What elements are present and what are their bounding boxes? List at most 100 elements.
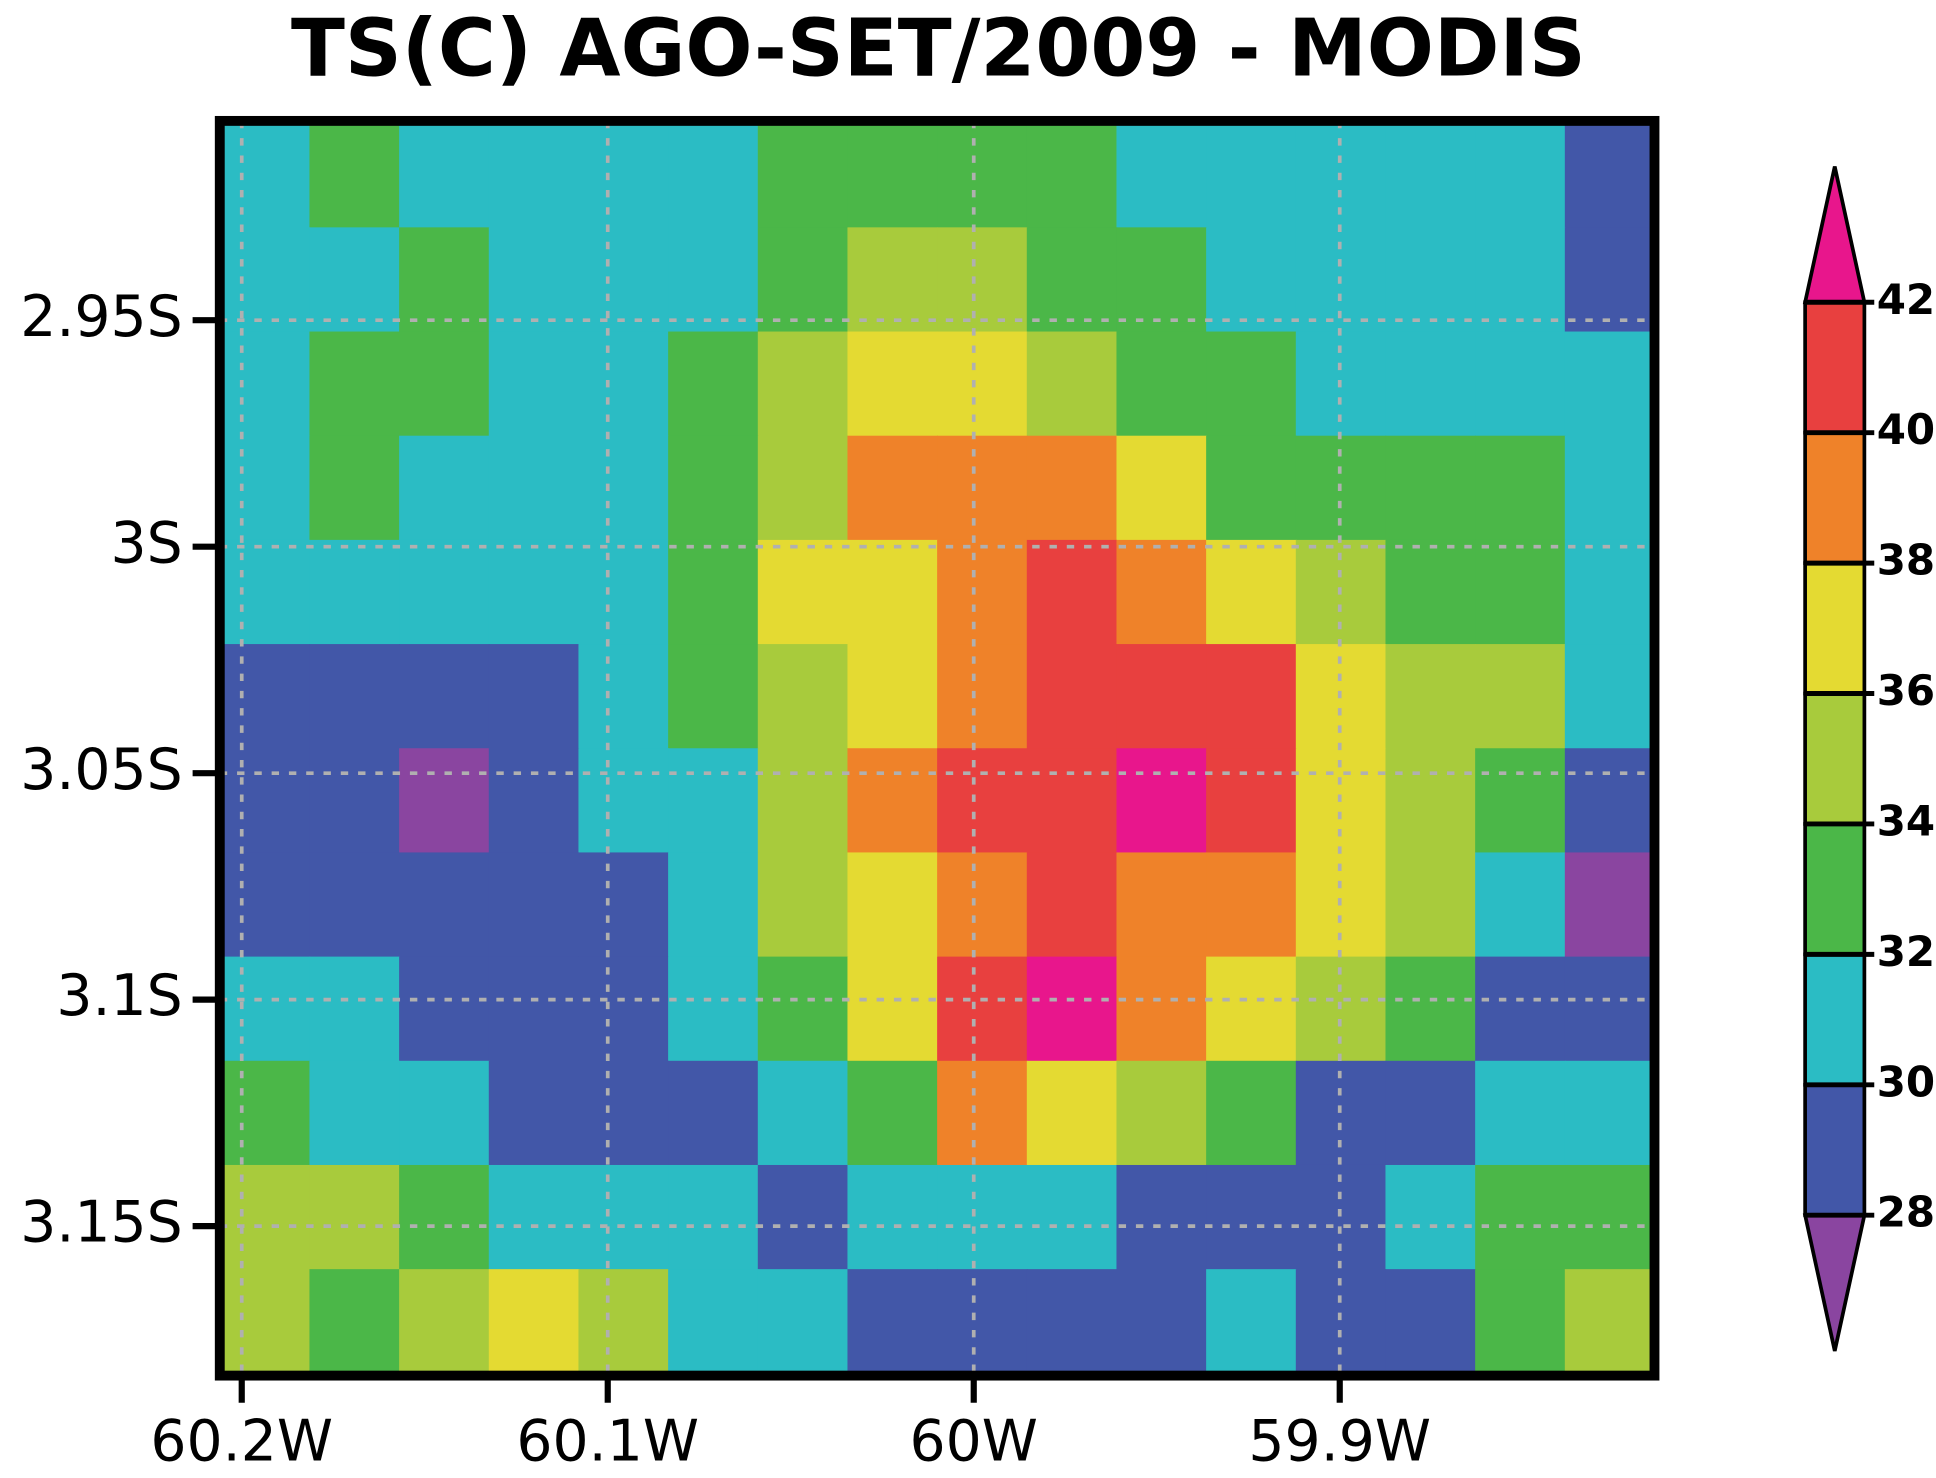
field-cell	[1385, 1164, 1476, 1270]
field-cell	[1475, 1269, 1566, 1375]
field-cell	[668, 956, 759, 1062]
field-cell	[1206, 123, 1297, 229]
field-cell	[309, 1269, 400, 1375]
field-cell	[488, 227, 580, 333]
field-cell	[847, 956, 938, 1062]
field-cell	[399, 1269, 490, 1375]
field-cell	[488, 748, 580, 854]
field-cell	[1475, 644, 1566, 749]
field-cell	[847, 227, 938, 333]
colorbar: 28 30 32 34 36 38 40 42	[1802, 166, 1935, 1352]
field-cell	[1385, 956, 1476, 1062]
colorbar-label: 42	[1877, 275, 1935, 324]
field-cell	[847, 331, 938, 437]
x-tick-label: 60.2W	[150, 1408, 333, 1474]
field-cell	[847, 644, 938, 749]
field-cell	[1206, 331, 1297, 437]
field-cell	[1564, 748, 1656, 854]
colorbar-label: 40	[1877, 405, 1935, 454]
field-cell	[1564, 1164, 1656, 1270]
field-cell	[1206, 435, 1297, 541]
field-cell	[1564, 123, 1656, 229]
colorbar-label: 36	[1877, 666, 1935, 715]
field-cell	[1475, 435, 1566, 541]
field-cell	[219, 539, 311, 645]
colorbar-segment	[1803, 430, 1867, 565]
field-cell	[668, 123, 759, 229]
field-cell	[488, 1060, 580, 1166]
field-cell	[399, 1060, 490, 1166]
field-cell	[1564, 644, 1656, 749]
field-cell	[488, 331, 580, 437]
field-cell	[1385, 644, 1476, 749]
field-cell	[1116, 1269, 1207, 1375]
field-cell	[937, 123, 1028, 229]
field-cell	[578, 123, 669, 229]
field-cell	[1475, 956, 1566, 1062]
field-cell	[488, 1164, 580, 1270]
field-cell	[937, 644, 1028, 749]
field-cell	[1564, 1269, 1656, 1375]
field-cell	[668, 227, 759, 333]
field-cell	[1026, 1269, 1118, 1375]
colorbar-label: 32	[1877, 927, 1935, 976]
field-cell	[1116, 539, 1207, 645]
field-cell	[1206, 1060, 1297, 1166]
y-tick-label: 3.1S	[56, 963, 182, 1029]
field-cell	[1564, 539, 1656, 645]
field-cell	[309, 539, 400, 645]
colorbar-segment	[1803, 952, 1867, 1087]
field-cell	[1026, 1060, 1118, 1166]
field-cell	[847, 123, 938, 229]
field-cell	[1026, 748, 1118, 854]
field-cell	[578, 1164, 669, 1270]
field-cell	[399, 748, 490, 854]
field-cell	[668, 644, 759, 749]
chart-title: TS(C) AGO-SET/2009 - MODIS	[291, 3, 1586, 95]
y-tick-label: 3.05S	[20, 737, 183, 803]
field-cell	[757, 539, 849, 645]
field-cell	[757, 331, 849, 437]
field-cell	[757, 956, 849, 1062]
field-cell	[757, 1269, 849, 1375]
field-cell	[578, 1269, 669, 1375]
field-cell	[1564, 956, 1656, 1062]
field-cell	[1385, 852, 1476, 958]
field-cell	[847, 1164, 938, 1270]
field-cell	[1385, 1060, 1476, 1166]
field-cell	[309, 748, 400, 854]
field-cell	[1116, 644, 1207, 749]
field-cell	[757, 435, 849, 541]
field-cell	[1026, 539, 1118, 645]
colorbar-extend-low	[1802, 1213, 1867, 1352]
field-cell	[1295, 1060, 1387, 1166]
field-cell	[937, 1164, 1028, 1270]
field-cell	[847, 852, 938, 958]
field-cell	[578, 227, 669, 333]
field-cell	[1564, 331, 1656, 437]
field-cell	[219, 748, 311, 854]
field-cell	[1564, 852, 1656, 958]
colorbar-label: 28	[1877, 1188, 1935, 1237]
field-cell	[399, 331, 490, 437]
field-cell	[937, 748, 1028, 854]
field-cell	[309, 1060, 400, 1166]
colorbar-segment	[1803, 1082, 1867, 1218]
field-cell	[1385, 435, 1476, 541]
field-cell	[1385, 748, 1476, 854]
axes: 60.2W 60.1W 60W 59.9W 2.95S 3S 3.05S 3.1S 3.15S	[20, 284, 1431, 1474]
field-cell	[1206, 227, 1297, 333]
field-cell	[668, 331, 759, 437]
field-cell	[757, 748, 849, 854]
field-cell	[578, 1060, 669, 1166]
field-cell	[578, 748, 669, 854]
field-cell	[1475, 1164, 1566, 1270]
field-cell	[488, 1269, 580, 1375]
field-cell	[937, 435, 1028, 541]
field-cell	[219, 1269, 311, 1375]
y-tick-label: 3.15S	[20, 1190, 183, 1256]
field-cell	[1026, 956, 1118, 1062]
field-cell	[219, 435, 311, 541]
field-cell	[1116, 123, 1207, 229]
